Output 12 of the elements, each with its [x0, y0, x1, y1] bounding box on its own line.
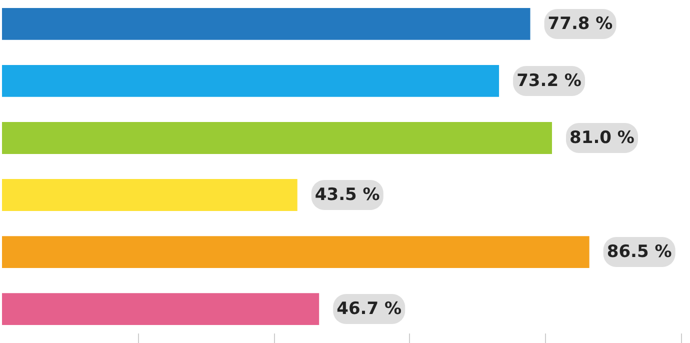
data-label: 86.5 % [606, 242, 672, 262]
bar [2, 293, 320, 326]
data-label: 73.2 % [516, 70, 582, 91]
data-label: 81.0 % [570, 128, 634, 148]
data-label: 46.7 % [336, 299, 402, 320]
data-label: 43.5 % [314, 185, 380, 206]
bar [2, 122, 552, 154]
bar [2, 8, 530, 40]
bar [2, 179, 298, 211]
bar [2, 236, 590, 268]
data-label: 77.8 % [548, 14, 613, 34]
bar [2, 65, 500, 97]
